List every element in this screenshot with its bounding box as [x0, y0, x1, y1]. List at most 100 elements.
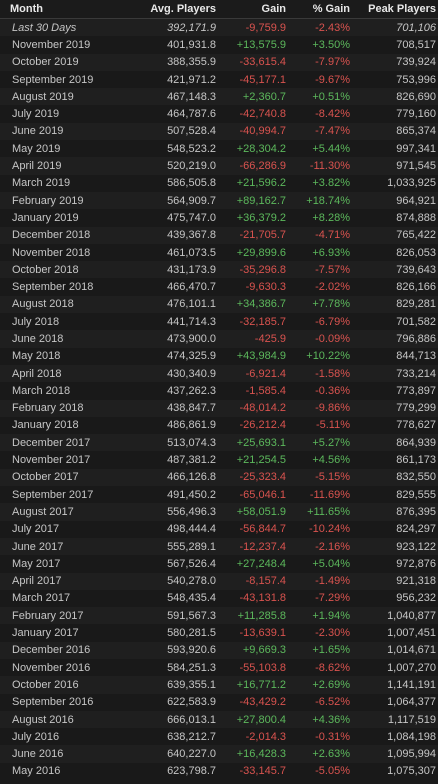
- avg-players-cell: 392,171.9: [128, 18, 216, 37]
- percent-gain-cell: -9.67%: [286, 70, 350, 89]
- gain-cell: +27,248.4: [216, 555, 286, 573]
- avg-players-cell: 593,920.6: [128, 641, 216, 659]
- percent-gain-cell: +11.65%: [286, 503, 350, 521]
- gain-cell: +28,304.2: [216, 140, 286, 158]
- peak-players-cell: 778,627: [350, 416, 438, 435]
- month-cell: August 2016: [0, 710, 128, 729]
- month-cell: July 2019: [0, 105, 128, 123]
- percent-gain-cell: +1.65%: [286, 641, 350, 659]
- table-row: February 2017 591,567.3 +11,285.8 +1.94% 1,0…: [0, 607, 438, 625]
- avg-players-cell: 520,219.0: [128, 157, 216, 175]
- gain-cell: +2,360.7: [216, 88, 286, 106]
- column-header-peak-players[interactable]: Peak Players: [350, 0, 438, 19]
- peak-players-cell: 708,517: [350, 36, 438, 54]
- peak-players-cell: 739,924: [350, 53, 438, 71]
- avg-players-cell: 421,971.2: [128, 70, 216, 89]
- peak-players-cell: 1,084,198: [350, 728, 438, 746]
- table-row: September 2017 491,450.2 -65,046.1 -11.69% 8…: [0, 486, 438, 504]
- month-cell: Last 30 Days: [0, 18, 128, 37]
- percent-gain-cell: -4.71%: [286, 226, 350, 244]
- percent-gain-cell: -5.05%: [286, 762, 350, 781]
- table-row: September 2018 466,470.7 -9,630.3 -2.02% 826…: [0, 278, 438, 296]
- avg-players-cell: 491,450.2: [128, 486, 216, 504]
- peak-players-cell: 1,117,519: [350, 710, 438, 729]
- gain-cell: +16,771.2: [216, 676, 286, 694]
- month-cell: August 2018: [0, 295, 128, 314]
- table-row: July 2016 638,212.7 -2,014.3 -0.31% 1,084,19…: [0, 728, 438, 746]
- percent-gain-cell: -2.43%: [286, 18, 350, 37]
- month-cell: November 2017: [0, 451, 128, 469]
- percent-gain-cell: +5.27%: [286, 434, 350, 452]
- peak-players-cell: 865,374: [350, 122, 438, 141]
- percent-gain-cell: -2.02%: [286, 278, 350, 296]
- gain-cell: -65,046.1: [216, 486, 286, 504]
- gain-cell: -6,921.4: [216, 364, 286, 383]
- percent-gain-cell: +2.63%: [286, 745, 350, 763]
- column-header-percent-gain[interactable]: % Gain: [286, 0, 350, 19]
- gain-cell: +21,254.5: [216, 451, 286, 469]
- percent-gain-cell: +5.04%: [286, 555, 350, 573]
- avg-players-cell: 464,787.6: [128, 105, 216, 123]
- peak-players-cell: 876,395: [350, 503, 438, 521]
- percent-gain-cell: +1.94%: [286, 607, 350, 625]
- table-row: January 2019 475,747.0 +36,379.2 +8.28% 874,…: [0, 209, 438, 227]
- gain-cell: -2,014.3: [216, 728, 286, 746]
- peak-players-cell: 861,173: [350, 451, 438, 469]
- gain-cell: -26,212.4: [216, 416, 286, 435]
- gain-cell: -56,844.7: [216, 520, 286, 538]
- avg-players-cell: 498,444.4: [128, 520, 216, 538]
- gain-cell: -33,145.7: [216, 762, 286, 781]
- table-row: December 2017 513,074.3 +25,693.1 +5.27% 864…: [0, 434, 438, 452]
- gain-cell: -425.9: [216, 330, 286, 348]
- avg-players-cell: 638,212.7: [128, 728, 216, 746]
- avg-players-cell: 476,101.1: [128, 295, 216, 314]
- avg-players-cell: 548,435.4: [128, 589, 216, 608]
- percent-gain-cell: -2.16%: [286, 537, 350, 556]
- column-header-gain[interactable]: Gain: [216, 0, 286, 19]
- table-row: August 2019 467,148.3 +2,360.7 +0.51% 826,69…: [0, 88, 438, 106]
- percent-gain-cell: -2.30%: [286, 624, 350, 642]
- avg-players-cell: 586,505.8: [128, 174, 216, 192]
- table-row: August 2018 476,101.1 +34,386.7 +7.78% 829,2…: [0, 295, 438, 314]
- percent-gain-cell: +3.50%: [286, 36, 350, 54]
- table-row: December 2018 439,367.8 -21,705.7 -4.71% 765…: [0, 226, 438, 244]
- table-row: July 2018 441,714.3 -32,185.7 -6.79% 701,582: [0, 313, 438, 331]
- percent-gain-cell: -7.47%: [286, 122, 350, 141]
- avg-players-cell: 431,173.9: [128, 261, 216, 279]
- month-cell: October 2019: [0, 53, 128, 71]
- column-header-month[interactable]: Month: [0, 0, 128, 19]
- month-cell: March 2017: [0, 589, 128, 608]
- table-row: June 2016 640,227.0 +16,428.3 +2.63% 1,095,9…: [0, 745, 438, 763]
- header-row: Month Avg. Players Gain % Gain Peak Play…: [0, 0, 438, 19]
- peak-players-cell: 1,141,191: [350, 676, 438, 694]
- column-header-avg-players[interactable]: Avg. Players: [128, 0, 216, 19]
- month-cell: May 2018: [0, 347, 128, 365]
- percent-gain-cell: -11.69%: [286, 486, 350, 504]
- gain-cell: -12,237.4: [216, 537, 286, 556]
- table-row: November 2018 461,073.5 +29,899.6 +6.93% 826…: [0, 243, 438, 262]
- month-cell: February 2019: [0, 191, 128, 210]
- percent-gain-cell: -6.52%: [286, 693, 350, 711]
- percent-gain-cell: +4.36%: [286, 710, 350, 729]
- table-row: July 2019 464,787.6 -42,740.8 -8.42% 779,160: [0, 105, 438, 123]
- gain-cell: +29,899.6: [216, 243, 286, 262]
- table-row: December 2016 593,920.6 +9,669.3 +1.65% 1,01…: [0, 641, 438, 659]
- peak-players-cell: 779,299: [350, 399, 438, 417]
- avg-players-cell: 486,861.9: [128, 416, 216, 435]
- table-row: May 2019 548,523.2 +28,304.2 +5.44% 997,341: [0, 140, 438, 158]
- peak-players-cell: 779,160: [350, 105, 438, 123]
- table-row: August 2017 556,496.3 +58,051.9 +11.65% 876,…: [0, 503, 438, 521]
- table-row: April 2018 430,340.9 -6,921.4 -1.58% 733,214: [0, 364, 438, 383]
- avg-players-cell: 466,126.8: [128, 468, 216, 487]
- peak-players-cell: 972,876: [350, 555, 438, 573]
- avg-players-cell: 513,074.3: [128, 434, 216, 452]
- gain-cell: +16,428.3: [216, 745, 286, 763]
- peak-players-cell: 1,007,270: [350, 658, 438, 677]
- peak-players-cell: 701,106: [350, 18, 438, 37]
- percent-gain-cell: -1.49%: [286, 572, 350, 590]
- table-row: March 2017 548,435.4 -43,131.8 -7.29% 956,23…: [0, 589, 438, 608]
- month-cell: July 2016: [0, 728, 128, 746]
- gain-cell: +43,984.9: [216, 347, 286, 365]
- month-cell: April 2017: [0, 572, 128, 590]
- gain-cell: -9,630.3: [216, 278, 286, 296]
